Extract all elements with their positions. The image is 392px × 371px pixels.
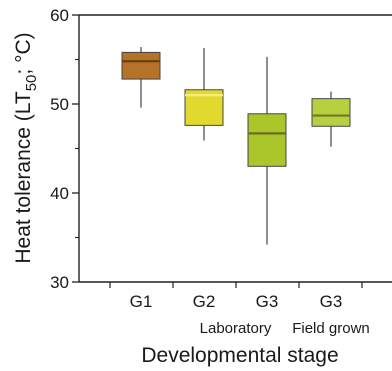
box-series — [121, 47, 351, 245]
axis-labels: Heat tolerance (LT50; °C) Developmental … — [12, 32, 339, 367]
box-body — [121, 51, 161, 80]
y-axis-ticks: 30 40 50 60 — [50, 6, 79, 292]
x-group-label: Laboratory — [200, 320, 272, 337]
y-axis-title: Heat tolerance (LT50; °C) — [12, 32, 40, 263]
y-tick-label: 30 — [50, 273, 69, 292]
x-category-label: G1 — [130, 292, 153, 311]
x-axis-title: Developmental stage — [141, 344, 338, 367]
x-category-label: G2 — [193, 292, 216, 311]
box-3 — [247, 56, 287, 245]
y-tick-label: 40 — [50, 184, 69, 203]
box-4 — [311, 91, 351, 147]
y-tick-label: 50 — [50, 95, 69, 114]
box-2 — [184, 47, 224, 141]
box-1 — [121, 47, 161, 108]
y-tick-label: 60 — [50, 6, 69, 25]
x-category-label: G3 — [320, 292, 343, 311]
x-axis-ticks: G1 G2 G3 G3 Laboratory Field grown — [109, 282, 370, 337]
x-group-label: Field grown — [292, 320, 370, 337]
box-body — [311, 98, 351, 127]
box-body — [247, 113, 287, 167]
x-category-label: G3 — [256, 292, 279, 311]
